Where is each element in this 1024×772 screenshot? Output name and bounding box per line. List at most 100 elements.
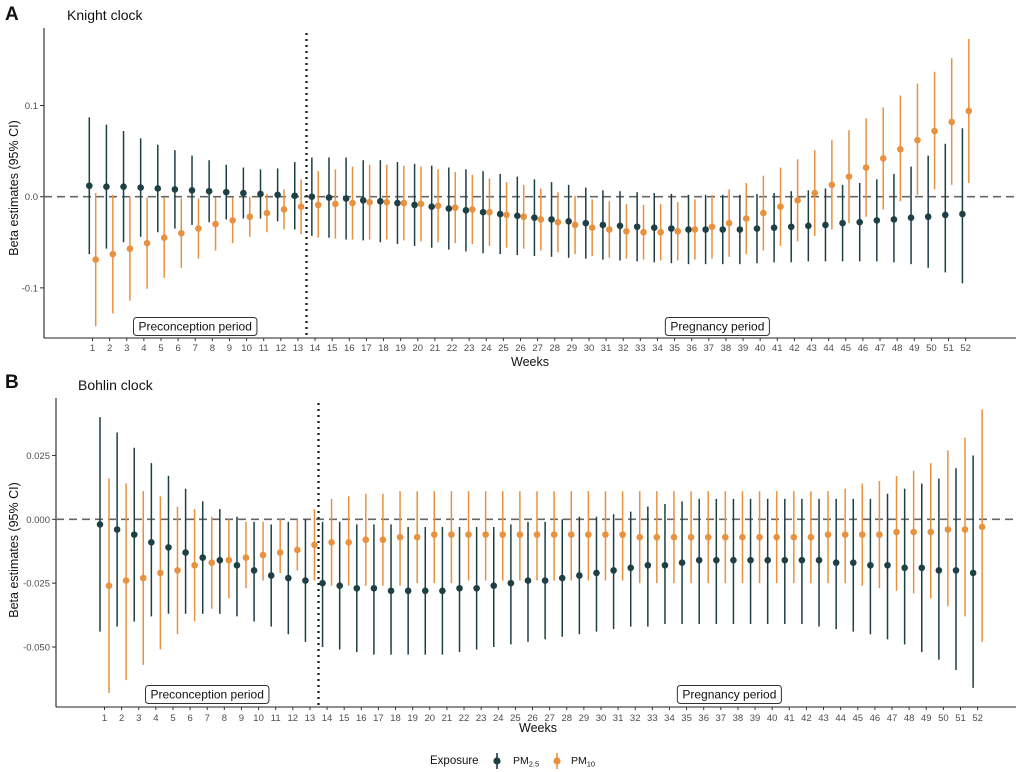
panel-a-xtick-label: 32 bbox=[618, 343, 629, 354]
panel-a-pm10-point bbox=[486, 208, 493, 216]
panel-a-period-label: Pregnancy period bbox=[670, 320, 764, 334]
panel-b-pm25-point bbox=[576, 572, 583, 579]
panel-b-pm10-point bbox=[328, 538, 335, 546]
panel-b-xtick-label: 39 bbox=[750, 713, 761, 724]
panel-b-pm25-point bbox=[199, 554, 207, 561]
panel-b-xtick-label: 41 bbox=[784, 713, 795, 724]
panel-a-pm25-point bbox=[274, 191, 281, 199]
panel-b-pm25-point bbox=[113, 526, 121, 533]
panel-b-pm10-point bbox=[242, 554, 250, 561]
panel-b-pm25-point bbox=[849, 559, 857, 567]
legend-pm10-label: PM10 bbox=[571, 755, 595, 769]
panel-b-xtick-label: 9 bbox=[239, 713, 244, 724]
panel-b-pm10-point bbox=[516, 531, 524, 538]
panel-a-pm25-point bbox=[685, 226, 692, 233]
panel-b-xtick-label: 19 bbox=[407, 713, 418, 724]
panel-b-pm25-point bbox=[130, 531, 138, 538]
panel-b-xtick-label: 12 bbox=[288, 713, 299, 724]
panel-b-pm25-point bbox=[558, 574, 566, 582]
panel-a-pm10-point bbox=[691, 226, 699, 233]
panel-a-xtick-label: 40 bbox=[755, 343, 766, 354]
panel-b-pm10-point bbox=[276, 549, 284, 556]
panel-b-xtick-label: 29 bbox=[579, 713, 590, 724]
panel-a-pm25-point bbox=[377, 197, 384, 205]
legend-pm25-main: PM bbox=[513, 755, 529, 767]
panel-a-pm25-point bbox=[428, 203, 436, 211]
panel-a-pm10-point bbox=[640, 228, 647, 236]
panel-a-pm10-point bbox=[143, 239, 151, 247]
panel-a-pm10-point bbox=[126, 245, 134, 252]
panel-b-title: Bohlin clock bbox=[78, 377, 154, 393]
panel-b-xtick-label: 7 bbox=[205, 713, 210, 724]
panel-a-pm25-point bbox=[222, 188, 230, 196]
panel-b-xtick-label: 15 bbox=[339, 713, 350, 724]
panel-b-pm25-point bbox=[661, 561, 669, 569]
panel-b-xtick-label: 33 bbox=[647, 713, 658, 724]
panel-b-pm25-point bbox=[901, 564, 908, 572]
panel-b-xtick-label: 22 bbox=[459, 713, 470, 724]
panel-b-pm25-point bbox=[541, 577, 549, 584]
panel-b-xtick-label: 32 bbox=[630, 713, 641, 724]
panel-a-pm10-point bbox=[742, 215, 750, 222]
panel-b-pm10-point bbox=[567, 531, 575, 538]
panel-a-xtick-label: 29 bbox=[567, 343, 578, 354]
panel-a-pm25-point bbox=[753, 225, 761, 232]
panel-a-pm25-point bbox=[787, 223, 795, 231]
panel-a-pm10-point bbox=[212, 220, 219, 228]
panel-b-xtick-label: 30 bbox=[596, 713, 607, 724]
panel-a-period-label-box bbox=[133, 317, 258, 336]
panel-a-xtick-label: 18 bbox=[378, 343, 389, 354]
panel-b-pm25-point bbox=[285, 574, 292, 582]
panel-b-pm10-point bbox=[311, 541, 318, 549]
panel-b-pm10-point bbox=[430, 531, 438, 538]
panel-b-letter: B bbox=[5, 372, 19, 393]
panel-a-pm25-point bbox=[719, 226, 727, 233]
panel-b-pm25-point bbox=[884, 561, 891, 569]
panel-b-pm10-point bbox=[448, 531, 455, 538]
panel-a-pm25-point bbox=[154, 185, 162, 192]
panel-b-pm25-point bbox=[747, 556, 754, 564]
panel-b-xtick-label: 6 bbox=[187, 713, 192, 724]
panel-b-pm10-point bbox=[345, 538, 352, 546]
panel-b-xtick-label: 52 bbox=[972, 713, 983, 724]
panel-b-xtick-label: 16 bbox=[356, 713, 367, 724]
panel-b-xtick-label: 3 bbox=[136, 713, 141, 724]
panel-b-pm10-point bbox=[841, 531, 849, 538]
panel-a-pm10-point bbox=[811, 189, 819, 197]
panel-b-pm10-point bbox=[259, 551, 267, 559]
panel-a-xtick-label: 13 bbox=[293, 343, 304, 354]
panel-a-pm25-point bbox=[702, 226, 709, 233]
panel-b-pm25-point bbox=[96, 521, 104, 528]
panel-a-pm25-point bbox=[959, 210, 966, 218]
panel-a-xtick-label: 11 bbox=[259, 343, 269, 354]
panel-b-pm10-point bbox=[722, 533, 729, 541]
panel-b-pm10-point bbox=[961, 526, 969, 533]
panel-a-xtick-label: 5 bbox=[158, 343, 163, 354]
panel-a-pm10-point bbox=[862, 164, 870, 171]
legend-item-pm25: PM2.5 bbox=[493, 753, 539, 769]
panel-a-pm25-point bbox=[445, 205, 453, 212]
panel-b-ytick-label: 0.000 bbox=[26, 515, 50, 526]
panel-b-pm25-point bbox=[387, 587, 395, 595]
panel-a-xtick-label: 52 bbox=[960, 343, 971, 354]
panel-b-pm25-point bbox=[918, 564, 926, 572]
panel-a-xtick-label: 35 bbox=[669, 343, 680, 354]
panel-b-xtick-label: 45 bbox=[852, 713, 863, 724]
panel-a-pm10-point bbox=[366, 198, 373, 206]
panel-b: B Bohlin clock Beta estimates (95% CI) W… bbox=[5, 372, 1016, 735]
panel-b-pm10-point bbox=[379, 536, 387, 544]
panel-a-pm25-point bbox=[496, 210, 504, 218]
panel-a-pm25-point bbox=[205, 187, 213, 195]
panel-b-y-axis-label: Beta estimates (95% CI) bbox=[7, 482, 21, 617]
panel-b-xtick-label: 10 bbox=[253, 713, 264, 724]
panel-a-pm25-point bbox=[822, 221, 829, 229]
panel-b-pm10-point bbox=[191, 561, 198, 569]
panel-a-pm25-point bbox=[171, 186, 179, 193]
panel-a-pm10-point bbox=[760, 209, 767, 217]
panel-b-pm25-point bbox=[593, 569, 600, 577]
panel-a-pm25-point bbox=[103, 183, 110, 190]
panel-a-xtick-label: 10 bbox=[241, 343, 252, 354]
panel-a-pm10-point bbox=[349, 199, 356, 207]
panel-b-xtick-label: 8 bbox=[222, 713, 227, 724]
